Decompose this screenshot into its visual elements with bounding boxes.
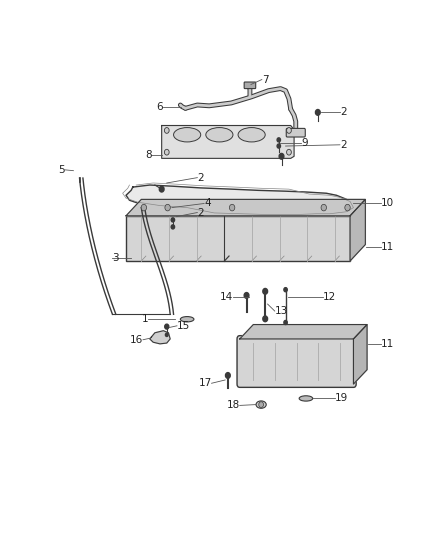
Circle shape: [171, 218, 175, 222]
Text: 14: 14: [220, 292, 233, 302]
Polygon shape: [240, 325, 367, 339]
Polygon shape: [126, 199, 365, 216]
Circle shape: [141, 204, 147, 211]
Text: 2: 2: [340, 107, 346, 117]
Bar: [126, 216, 350, 261]
Text: 19: 19: [335, 393, 348, 403]
Circle shape: [284, 320, 287, 325]
Text: 12: 12: [323, 292, 336, 302]
Text: 2: 2: [197, 207, 204, 217]
Circle shape: [286, 149, 291, 155]
Text: 13: 13: [275, 306, 288, 316]
Polygon shape: [353, 325, 367, 384]
Circle shape: [345, 204, 350, 211]
Circle shape: [277, 138, 280, 142]
Text: 18: 18: [226, 400, 240, 410]
Text: 6: 6: [157, 102, 163, 112]
FancyBboxPatch shape: [244, 82, 256, 88]
Text: 7: 7: [262, 75, 268, 85]
Circle shape: [166, 333, 168, 336]
Polygon shape: [126, 185, 350, 213]
Circle shape: [284, 288, 287, 292]
Text: 4: 4: [204, 198, 211, 208]
Circle shape: [164, 149, 169, 155]
Circle shape: [321, 204, 326, 211]
FancyBboxPatch shape: [237, 336, 356, 387]
Circle shape: [263, 288, 268, 294]
Ellipse shape: [256, 401, 266, 408]
Circle shape: [315, 109, 320, 115]
Polygon shape: [162, 126, 294, 158]
Text: 16: 16: [130, 335, 143, 345]
Circle shape: [165, 204, 170, 211]
Circle shape: [159, 186, 164, 192]
Polygon shape: [350, 199, 365, 261]
Text: 11: 11: [381, 339, 394, 349]
Circle shape: [277, 144, 280, 148]
Text: 5: 5: [58, 165, 65, 175]
Text: 17: 17: [198, 378, 212, 388]
Text: 3: 3: [113, 253, 119, 263]
Ellipse shape: [238, 127, 265, 142]
Text: 11: 11: [381, 241, 394, 252]
Polygon shape: [150, 330, 170, 344]
Circle shape: [263, 316, 268, 322]
Text: 8: 8: [145, 150, 152, 160]
Circle shape: [164, 127, 169, 133]
Text: 10: 10: [381, 198, 394, 208]
Circle shape: [165, 324, 169, 329]
FancyBboxPatch shape: [286, 128, 305, 137]
Ellipse shape: [206, 127, 233, 142]
Text: 15: 15: [177, 321, 190, 331]
Ellipse shape: [173, 127, 201, 142]
Text: 1: 1: [141, 314, 148, 324]
Circle shape: [259, 402, 264, 407]
Circle shape: [279, 154, 284, 159]
Ellipse shape: [180, 317, 194, 322]
Circle shape: [244, 293, 249, 298]
Circle shape: [226, 373, 230, 378]
Text: 2: 2: [340, 140, 346, 150]
Circle shape: [171, 225, 175, 229]
Text: 9: 9: [301, 138, 308, 148]
Circle shape: [286, 127, 291, 133]
Circle shape: [230, 204, 235, 211]
Ellipse shape: [299, 396, 313, 401]
Text: 2: 2: [197, 173, 204, 183]
